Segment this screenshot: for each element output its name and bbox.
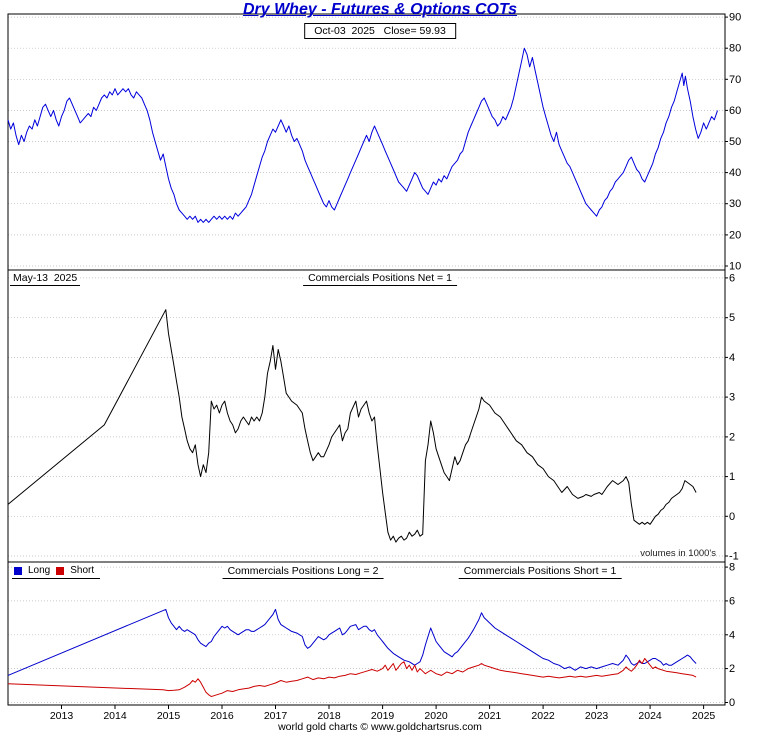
y-axis-label: -1 bbox=[729, 551, 739, 563]
y-axis-label: 10 bbox=[729, 261, 741, 273]
short-positions-title: Commercials Positions Short = 1 bbox=[458, 565, 622, 579]
y-axis-label: 80 bbox=[729, 43, 741, 55]
y-axis-label: 5 bbox=[729, 312, 735, 324]
x-axis-label: 2025 bbox=[692, 710, 716, 722]
y-axis-label: 1 bbox=[729, 471, 735, 483]
volumes-note: volumes in 1000's bbox=[640, 548, 716, 559]
long-line bbox=[7, 608, 697, 676]
cot-date-label: May-13 2025 bbox=[10, 272, 81, 286]
dry-whey-close-line bbox=[7, 47, 718, 223]
x-axis-label: 2019 bbox=[371, 710, 395, 722]
y-axis-label: 60 bbox=[729, 105, 741, 117]
y-axis-label: 2 bbox=[729, 663, 735, 675]
y-axis-label: 70 bbox=[729, 74, 741, 86]
panel-long_short: 0 2 4 6 8 bbox=[7, 561, 735, 709]
x-axis: 2013 2014 2015 2016 2017 2018 2019 2020 2021 2022… bbox=[50, 705, 716, 722]
chart-title: Dry Whey - Futures & Options COTs bbox=[242, 1, 518, 18]
short-line bbox=[7, 658, 697, 697]
x-axis-label: 2015 bbox=[157, 710, 181, 722]
x-axis-label: 2021 bbox=[478, 710, 502, 722]
y-axis-label: 0 bbox=[729, 697, 735, 709]
y-axis-label: 4 bbox=[729, 352, 735, 364]
y-axis-label: 2 bbox=[729, 431, 735, 443]
long-swatch-icon bbox=[14, 566, 22, 575]
x-axis-label: 2024 bbox=[638, 710, 662, 722]
panel-net: -1 0 1 2 3 4 5 6 bbox=[7, 269, 739, 563]
y-axis-label: 6 bbox=[729, 595, 735, 607]
x-axis-label: 2016 bbox=[210, 710, 234, 722]
y-axis-label: 90 bbox=[729, 12, 741, 24]
legend-long-label: Long bbox=[28, 565, 51, 576]
short-swatch-icon bbox=[56, 566, 65, 575]
y-axis-label: 40 bbox=[729, 167, 741, 179]
y-axis-label: 6 bbox=[729, 272, 735, 284]
legend-short-label: Short bbox=[70, 565, 95, 576]
y-axis-label: 8 bbox=[729, 562, 735, 574]
legend: Long Short bbox=[12, 565, 101, 579]
credit-footer: world gold charts © www.goldchartsrus.co… bbox=[278, 721, 482, 733]
x-axis-label: 2018 bbox=[317, 710, 341, 722]
y-axis-label: 30 bbox=[729, 198, 741, 210]
x-axis-label: 2020 bbox=[424, 710, 448, 722]
net-positions-title: Commercials Positions Net = 1 bbox=[303, 272, 457, 286]
panel-price: 10 20 30 40 50 60 70 80 90 bbox=[7, 12, 741, 273]
long-positions-title: Commercials Positions Long = 2 bbox=[222, 565, 384, 579]
close-info-box: Oct-03 2025 Close= 59.93 bbox=[304, 23, 456, 39]
y-axis-label: 50 bbox=[729, 136, 741, 148]
x-axis-label: 2017 bbox=[264, 710, 288, 722]
y-axis-label: 20 bbox=[729, 229, 741, 241]
commercials-net-line bbox=[7, 309, 697, 543]
x-axis-label: 2014 bbox=[103, 710, 127, 722]
y-axis-label: 3 bbox=[729, 392, 735, 404]
x-axis-label: 2022 bbox=[531, 710, 555, 722]
y-axis-label: 4 bbox=[729, 629, 735, 641]
x-axis-label: 2013 bbox=[50, 710, 74, 722]
y-axis-label: 0 bbox=[729, 511, 735, 523]
x-axis-label: 2023 bbox=[585, 710, 609, 722]
